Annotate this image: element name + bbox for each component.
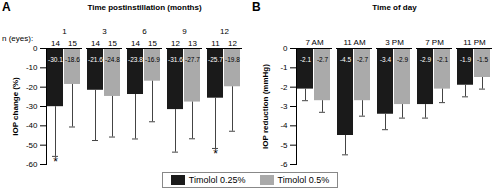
- svg-text:-20: -20: [26, 83, 38, 92]
- svg-text:12: 12: [171, 39, 180, 48]
- svg-text:IOP change (%): IOP change (%): [11, 77, 20, 136]
- html-text:Timolol 0.25%: Timolol 0.25%: [188, 175, 246, 185]
- svg-text:-21.6: -21.6: [88, 56, 103, 63]
- svg-text:*: *: [213, 147, 218, 161]
- svg-text:11: 11: [211, 39, 220, 48]
- svg-text:-16.9: -16.9: [145, 56, 160, 63]
- svg-text:3 PM: 3 PM: [385, 38, 404, 47]
- svg-text:12: 12: [228, 39, 237, 48]
- svg-text:*: *: [53, 155, 58, 169]
- svg-text:-4.5: -4.5: [340, 56, 352, 63]
- svg-text:11 PM: 11 PM: [463, 38, 486, 47]
- svg-text:14: 14: [131, 39, 140, 48]
- svg-text:0: 0: [33, 44, 38, 53]
- svg-text:15: 15: [108, 39, 117, 48]
- svg-text:14: 14: [91, 39, 100, 48]
- svg-text:IOP reduction (mmHg): IOP reduction (mmHg): [261, 64, 270, 149]
- svg-text:-3.4: -3.4: [380, 56, 392, 63]
- svg-text:-2.1: -2.1: [300, 56, 312, 63]
- svg-text:-1.9: -1.9: [460, 56, 472, 63]
- svg-text:7 AM: 7 AM: [305, 38, 324, 47]
- svg-text:15: 15: [68, 39, 77, 48]
- svg-text:13: 13: [188, 39, 197, 48]
- svg-text:-1.5: -1.5: [477, 56, 489, 63]
- svg-text:-4: -4: [280, 121, 288, 130]
- html-text:n (eyes):: n (eyes):: [2, 34, 34, 43]
- svg-text:-2: -2: [280, 83, 288, 92]
- svg-text:9: 9: [182, 27, 187, 36]
- html-text:B: B: [252, 0, 261, 14]
- svg-text:Time postinstillation (months): Time postinstillation (months): [87, 3, 201, 12]
- svg-text:-2.9: -2.9: [397, 56, 409, 63]
- svg-text:-18.6: -18.6: [65, 56, 80, 63]
- svg-text:-31.6: -31.6: [168, 56, 183, 63]
- svg-text:-27.7: -27.7: [185, 56, 200, 63]
- svg-text:-30: -30: [26, 102, 38, 111]
- svg-text:12: 12: [220, 27, 229, 36]
- svg-text:-3: -3: [280, 102, 288, 111]
- svg-text:-19.8: -19.8: [225, 56, 240, 63]
- svg-text:14: 14: [51, 39, 60, 48]
- svg-text:-5: -5: [280, 141, 288, 150]
- svg-text:15: 15: [148, 39, 157, 48]
- svg-text:-30.1: -30.1: [48, 56, 63, 63]
- html-text:Timolol 0.5%: Timolol 0.5%: [277, 175, 330, 185]
- svg-text:-6: -6: [280, 160, 288, 169]
- svg-text:1: 1: [62, 27, 67, 36]
- svg-text:6: 6: [142, 27, 147, 36]
- svg-text:-60: -60: [26, 160, 38, 169]
- svg-text:-2.7: -2.7: [357, 56, 369, 63]
- svg-text:-2.7: -2.7: [317, 56, 329, 63]
- svg-text:3: 3: [102, 27, 107, 36]
- svg-text:-1: -1: [280, 63, 288, 72]
- svg-text:7 PM: 7 PM: [425, 38, 444, 47]
- svg-text:11 AM: 11 AM: [343, 38, 365, 47]
- svg-text:-2.9: -2.9: [420, 56, 432, 63]
- svg-text:-25.7: -25.7: [208, 56, 223, 63]
- svg-text:-10: -10: [26, 63, 38, 72]
- html-text:A: A: [2, 0, 11, 14]
- svg-text:-24.8: -24.8: [105, 56, 120, 63]
- svg-text:-50: -50: [26, 141, 38, 150]
- svg-text:-40: -40: [26, 121, 38, 130]
- svg-text:Time of day: Time of day: [372, 3, 417, 12]
- svg-text:-2.1: -2.1: [437, 56, 449, 63]
- svg-text:-23.8: -23.8: [128, 56, 143, 63]
- svg-text:0: 0: [283, 44, 288, 53]
